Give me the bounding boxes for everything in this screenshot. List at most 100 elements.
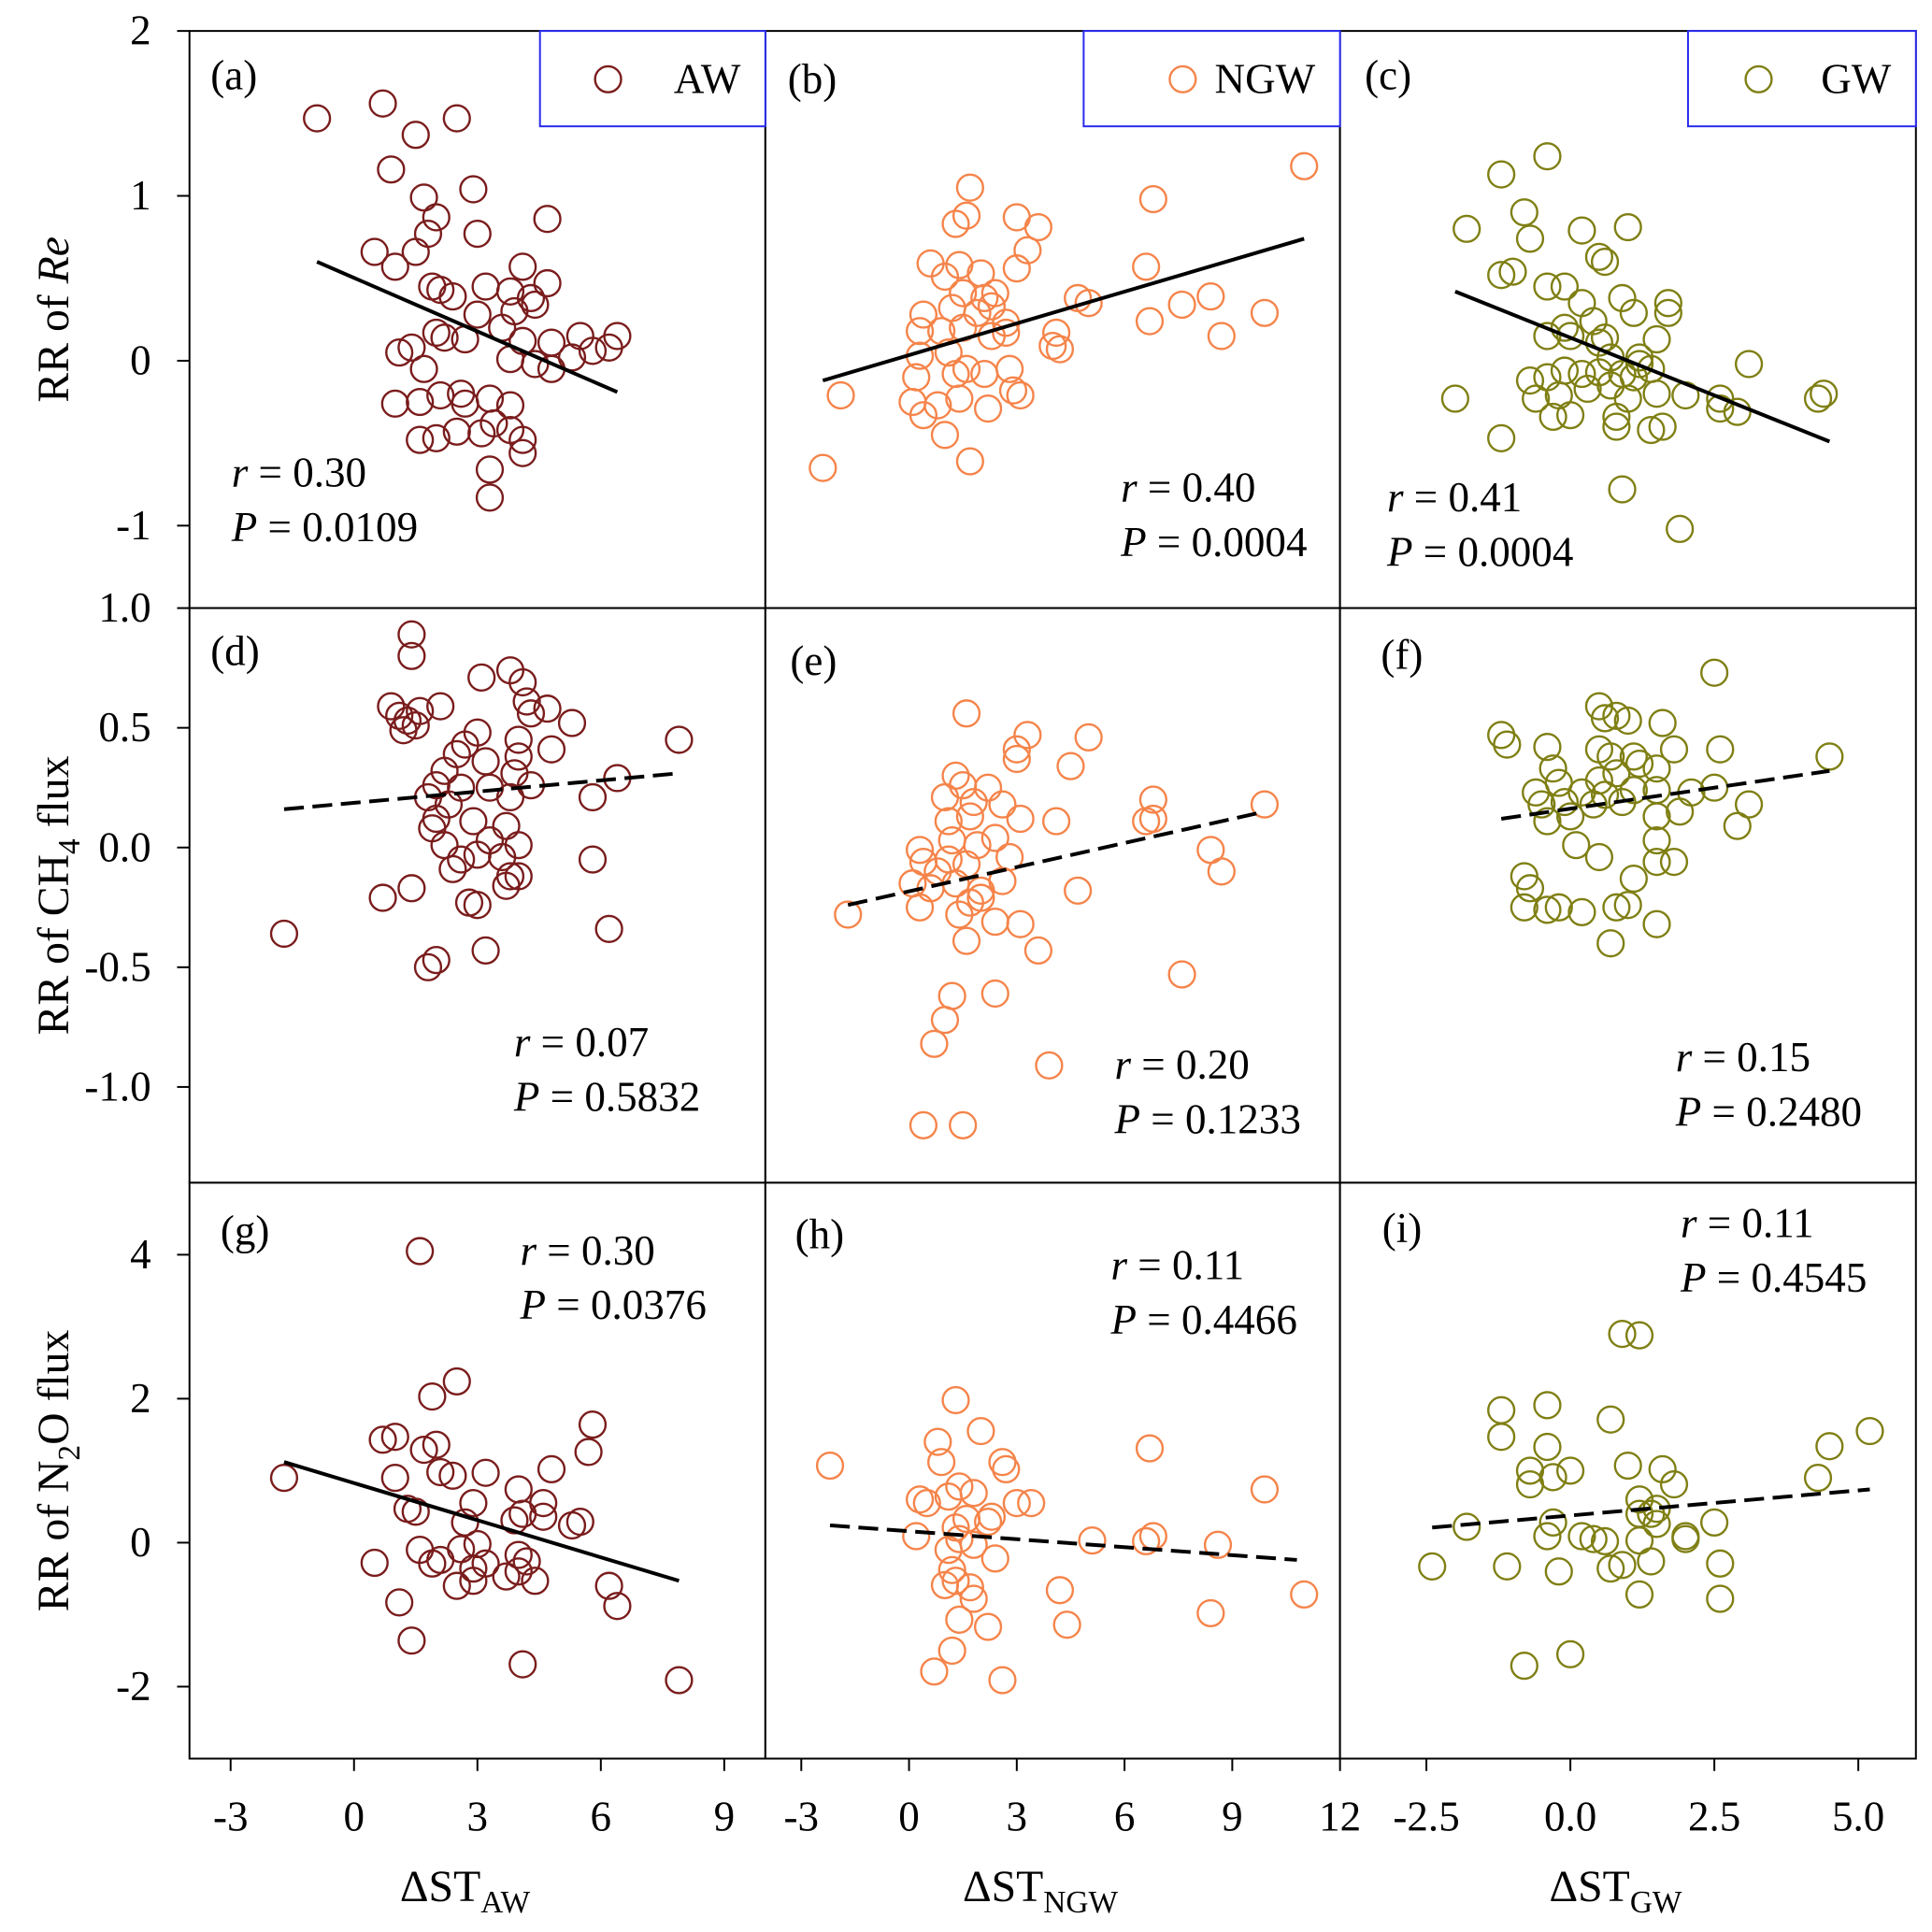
data-point <box>430 756 459 785</box>
data-point <box>1619 742 1648 771</box>
data-point <box>1533 272 1562 301</box>
data-point <box>988 790 1017 819</box>
data-point <box>1567 1522 1596 1551</box>
data-point <box>1138 785 1167 814</box>
panel-frame <box>1338 1181 1917 1760</box>
data-point <box>1624 1485 1654 1514</box>
y-tick-label: 0 <box>130 1519 151 1566</box>
data-point <box>479 408 508 438</box>
data-point <box>1596 929 1625 958</box>
x-tick-label: 0 <box>343 1793 365 1839</box>
data-point <box>988 866 1017 895</box>
data-point <box>955 802 984 831</box>
data-point <box>1723 811 1752 840</box>
data-point <box>426 692 455 721</box>
data-point <box>508 252 537 281</box>
data-point <box>397 1626 426 1655</box>
data-point <box>1487 261 1516 290</box>
data-point <box>1590 1526 1620 1556</box>
data-point <box>998 376 1028 405</box>
x-tick-label: -3 <box>213 1793 249 1839</box>
y-tick-label: 1 <box>130 172 151 219</box>
data-point <box>1041 807 1071 836</box>
regression-line <box>316 260 619 394</box>
data-point <box>963 298 992 327</box>
data-point <box>529 1502 558 1531</box>
data-point <box>459 1554 488 1583</box>
data-point <box>1555 322 1585 351</box>
legend-label: GW <box>1821 55 1892 102</box>
data-point <box>594 333 623 362</box>
regression-line <box>829 1523 1297 1562</box>
data-point <box>1533 1522 1562 1551</box>
data-point <box>1056 751 1085 780</box>
data-point <box>1637 1547 1666 1576</box>
data-point <box>905 317 935 346</box>
data-point <box>1196 282 1225 311</box>
data-point <box>459 1488 488 1518</box>
data-point <box>1613 706 1642 736</box>
data-point <box>1619 298 1648 327</box>
data-point <box>1602 759 1631 788</box>
legend-marker <box>1168 64 1197 93</box>
data-point <box>406 387 435 417</box>
data-point <box>1453 1512 1481 1541</box>
data-point <box>1706 394 1735 423</box>
panel-label: (d) <box>210 628 260 675</box>
data-point <box>1487 1423 1516 1452</box>
data-point <box>422 203 451 232</box>
data-point <box>977 292 1007 321</box>
panel-frame <box>188 1181 766 1760</box>
data-point <box>959 787 988 817</box>
data-point <box>434 790 464 819</box>
legend-label: AW <box>674 55 741 102</box>
data-point <box>360 1548 389 1578</box>
data-point <box>1815 742 1844 771</box>
data-point <box>1608 1320 1637 1349</box>
data-point <box>1167 960 1196 989</box>
x-tick-label: 3 <box>1007 1793 1028 1839</box>
x-tick-label: 9 <box>714 1793 736 1839</box>
data-point <box>459 1567 488 1596</box>
data-point <box>565 1508 594 1537</box>
data-point <box>422 946 451 975</box>
data-point <box>471 936 500 965</box>
data-point <box>1584 242 1614 271</box>
data-point <box>1533 322 1562 351</box>
data-point <box>594 914 623 943</box>
data-point <box>1613 891 1642 920</box>
data-point <box>1135 307 1165 336</box>
r-value: r = 0.11 <box>1681 1200 1814 1247</box>
data-point <box>1167 290 1196 320</box>
data-point <box>1653 289 1682 318</box>
data-point <box>934 1482 963 1511</box>
panel-i: (i) r = 0.11 P = 0.4545 <box>1338 1181 1917 1760</box>
data-point <box>930 1570 960 1599</box>
data-point <box>385 701 414 730</box>
data-point <box>977 1502 1007 1531</box>
y-axis-label: RR of N2O flux <box>29 1330 87 1612</box>
data-point <box>1579 1524 1608 1553</box>
data-point <box>360 237 389 266</box>
data-point <box>500 1506 529 1535</box>
p-value: P = 0.4466 <box>1110 1296 1297 1343</box>
data-point <box>966 883 995 912</box>
data-point <box>1562 831 1591 860</box>
data-point <box>980 979 1009 1009</box>
data-point <box>418 1549 447 1578</box>
data-point <box>377 692 406 721</box>
data-point <box>952 201 981 230</box>
data-point <box>401 1497 430 1526</box>
x-tick-label: 5.0 <box>1832 1793 1884 1839</box>
data-point <box>1510 893 1538 922</box>
data-point <box>930 1006 960 1035</box>
data-point <box>533 268 562 298</box>
data-point <box>385 338 414 367</box>
panel-label: (e) <box>790 637 837 684</box>
data-point <box>905 1485 935 1514</box>
data-point <box>988 1666 1017 1695</box>
data-point <box>1538 1463 1567 1492</box>
data-point <box>368 1425 397 1454</box>
x-axis-label: ΔSTGW <box>1549 1862 1682 1920</box>
